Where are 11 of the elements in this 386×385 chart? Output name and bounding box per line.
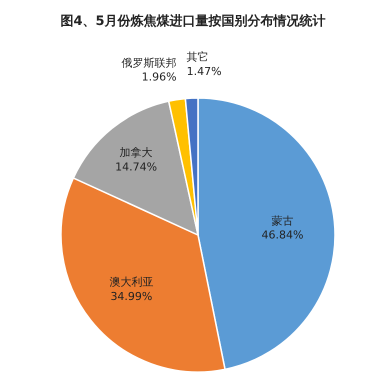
data-label: 34.99% (110, 290, 152, 303)
slice-label: 加拿大 (120, 146, 153, 160)
slice-label: 俄罗斯联邦 (122, 56, 177, 70)
slice-label: 蒙古 (272, 214, 294, 228)
slice-label: 澳大利亚 (109, 276, 154, 289)
data-label: 1.96% (142, 70, 177, 84)
data-label: 46.84% (262, 228, 304, 242)
data-label: 14.74% (115, 160, 158, 174)
slice-label: 其它 (186, 50, 209, 64)
data-label: 1.47% (186, 64, 222, 78)
chart-title: 图4、5月份炼焦煤进口量按国别分布情况统计 (59, 12, 327, 30)
